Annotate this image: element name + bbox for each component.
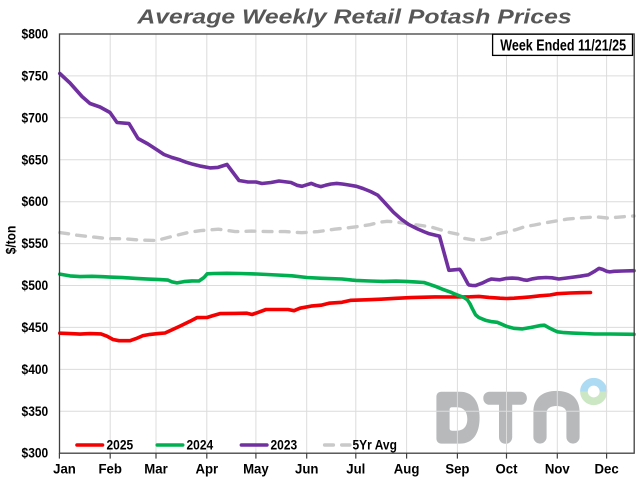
svg-text:5Yr Avg: 5Yr Avg — [353, 436, 397, 452]
svg-text:$800: $800 — [22, 26, 49, 42]
svg-text:2025: 2025 — [107, 436, 134, 452]
svg-text:Week Ended 11/21/25: Week Ended 11/21/25 — [500, 37, 626, 55]
svg-text:Mar: Mar — [144, 461, 167, 476]
svg-text:2023: 2023 — [271, 436, 298, 452]
svg-text:$550: $550 — [22, 235, 49, 251]
svg-text:Average Weekly Retail Potash P: Average Weekly Retail Potash Prices — [136, 5, 571, 27]
svg-text:Oct: Oct — [496, 461, 518, 476]
svg-text:Feb: Feb — [98, 461, 121, 476]
svg-text:Apr: Apr — [195, 461, 218, 476]
svg-text:$450: $450 — [22, 319, 49, 335]
svg-text:2024: 2024 — [187, 436, 214, 452]
svg-text:$400: $400 — [22, 361, 49, 377]
svg-text:Jun: Jun — [295, 461, 318, 476]
svg-text:$300: $300 — [22, 445, 49, 461]
svg-text:May: May — [243, 461, 269, 476]
svg-text:Aug: Aug — [394, 461, 420, 476]
svg-text:$/ton: $/ton — [3, 226, 19, 255]
svg-text:$650: $650 — [22, 151, 49, 167]
svg-text:Jul: Jul — [346, 461, 365, 476]
svg-text:Jan: Jan — [53, 461, 76, 476]
svg-text:Sep: Sep — [445, 461, 469, 476]
svg-text:$600: $600 — [22, 193, 49, 209]
svg-text:$750: $750 — [22, 67, 49, 83]
svg-text:Dec: Dec — [595, 461, 620, 476]
svg-text:$500: $500 — [22, 277, 49, 293]
svg-text:Nov: Nov — [545, 461, 570, 476]
svg-text:$350: $350 — [22, 403, 49, 419]
svg-text:$700: $700 — [22, 109, 49, 125]
